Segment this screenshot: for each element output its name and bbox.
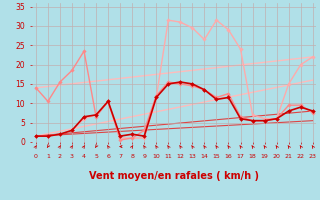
X-axis label: Vent moyen/en rafales ( km/h ): Vent moyen/en rafales ( km/h ) [89, 171, 259, 181]
